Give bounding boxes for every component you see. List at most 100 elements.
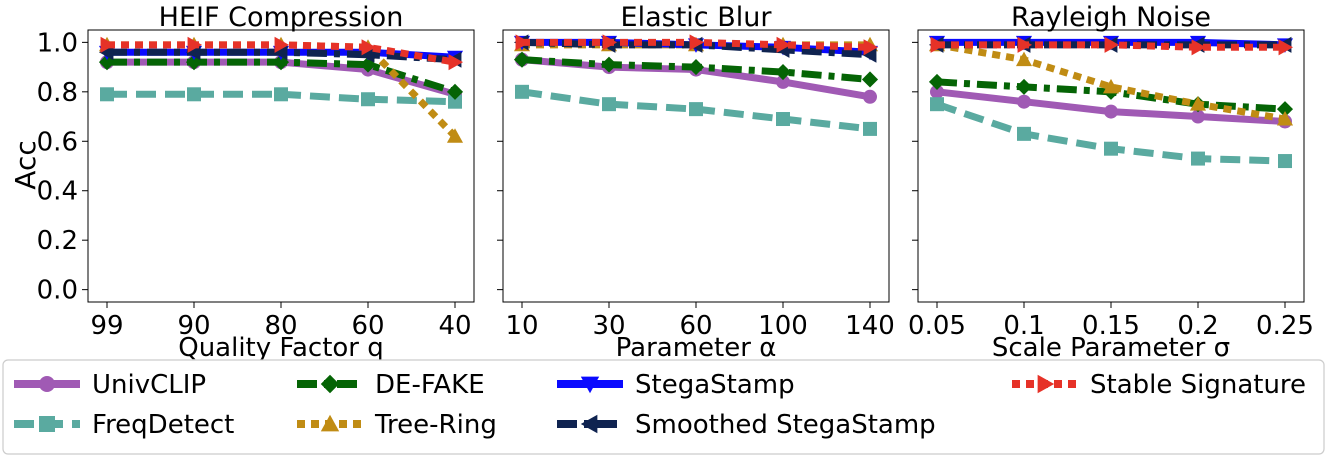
legend-item-smoothed-stegastamp: Smoothed StegaStamp [557, 410, 936, 440]
panel-rayleigh-noise: Rayleigh Noise 0.05 0.1 0.15 0.2 0.25 Scale Pa… [908, 2, 1314, 363]
legend-marker [580, 414, 598, 434]
data-point [1191, 151, 1205, 166]
x-axis-label: Parameter α [616, 333, 777, 363]
data-point [513, 51, 531, 68]
series-freqdetect [930, 97, 1292, 169]
legend-item-de-fake: DE-FAKE [297, 370, 485, 400]
x-tick-label: 140 [845, 311, 895, 341]
data-point [446, 83, 464, 100]
legend-label: Stable Signature [1090, 370, 1306, 400]
data-point [930, 36, 946, 53]
legend-label: FreqDetect [92, 410, 234, 440]
y-axis-label: Acc [9, 140, 42, 189]
panel-heif-compression: HEIF Compression 0.0 0.2 0.4 0.6 0.8 1.0 99 90 80… [37, 2, 475, 363]
series-line [936, 41, 1286, 123]
data-point [1278, 154, 1292, 169]
data-point [687, 59, 705, 76]
panel-title: HEIF Compression [159, 2, 404, 33]
x-tick-label: 0.15 [1082, 311, 1140, 341]
legend-marker [39, 376, 55, 392]
chart-panels: HEIF Compression 0.0 0.2 0.4 0.6 0.8 1.0 99 90 80… [37, 2, 1314, 363]
legend-item-tree-ring: Tree-Ring [297, 410, 497, 440]
legend-marker [320, 374, 340, 394]
data-point [1104, 36, 1120, 53]
y-tick-label: 0.8 [37, 78, 78, 108]
plot-area [87, 29, 475, 303]
data-point [515, 34, 531, 51]
legend-label: Tree-Ring [374, 410, 497, 440]
data-point [774, 63, 792, 81]
data-point [861, 46, 877, 63]
legend-item-stegastamp: StegaStamp [557, 370, 795, 400]
data-point [930, 84, 944, 99]
data-point [776, 74, 790, 89]
x-tick-label: 30 [592, 311, 625, 341]
data-point [602, 97, 616, 112]
legend: UnivCLIP DE-FAKE StegaStamp Stable Signatur… [2, 359, 1325, 455]
data-point [187, 36, 203, 53]
y-tick-label: 0.2 [37, 226, 78, 256]
series-stable-signature [515, 34, 879, 56]
data-point [448, 94, 462, 109]
data-point [515, 84, 529, 99]
data-point [930, 97, 944, 112]
panel-title: Elastic Blur [621, 2, 773, 33]
series-de-fake [513, 51, 879, 88]
y-tick-label: 0.0 [37, 276, 78, 306]
data-point [863, 121, 877, 136]
legend-marker [580, 376, 600, 394]
data-point [928, 73, 946, 90]
legend-items: UnivCLIP DE-FAKE StegaStamp Stable Signatur… [14, 370, 1306, 440]
series-stable-signature [100, 36, 464, 71]
x-tick-label: 40 [438, 311, 471, 341]
legend-label: Smoothed StegaStamp [635, 410, 936, 440]
panel-elastic-blur: Elastic Blur 10 30 60 100 140 Parameter α [497, 2, 895, 363]
x-tick-label: 0.05 [908, 311, 966, 341]
data-point [274, 87, 288, 102]
x-tick-label: 0.25 [1256, 311, 1314, 341]
plot-area [917, 29, 1305, 303]
panel-title: Rayleigh Noise [1011, 2, 1211, 33]
data-point [274, 36, 290, 53]
x-axis-label: Scale Parameter σ [992, 333, 1230, 363]
data-point [1015, 78, 1033, 95]
data-point [1017, 126, 1031, 141]
legend-item-stable-signature: Stable Signature [1012, 370, 1306, 400]
data-point [446, 128, 464, 143]
data-point [861, 71, 879, 88]
data-point [187, 87, 201, 102]
legend-item-freqdetect: FreqDetect [14, 410, 234, 440]
data-point [361, 92, 375, 107]
x-tick-label: 0.2 [1177, 311, 1218, 341]
data-point [863, 89, 877, 104]
data-point [1189, 96, 1207, 111]
x-tick-label: 60 [679, 311, 712, 341]
data-point [272, 44, 288, 61]
y-tick-label: 0.4 [37, 177, 78, 207]
x-tick-label: 0.1 [1003, 311, 1044, 341]
legend-marker [1037, 374, 1055, 394]
data-point [1276, 101, 1294, 118]
data-point [1104, 141, 1118, 156]
data-point [100, 87, 114, 102]
legend-label: UnivCLIP [92, 370, 206, 400]
data-point [689, 102, 703, 117]
x-tick-label: 100 [758, 311, 808, 341]
series-freqdetect [100, 87, 462, 109]
series-freqdetect [515, 84, 877, 136]
data-point [776, 112, 790, 127]
data-point [602, 34, 618, 51]
x-tick-label: 90 [177, 311, 210, 341]
data-point [1191, 39, 1207, 56]
data-point [1104, 104, 1118, 119]
series-stable-signature [930, 36, 1294, 56]
data-point [361, 39, 377, 56]
x-tick-label: 80 [264, 311, 297, 341]
y-tick-label: 1.0 [37, 28, 78, 58]
y-tick-label: 0.6 [37, 127, 78, 157]
data-point [689, 34, 705, 51]
legend-label: DE-FAKE [375, 370, 485, 400]
data-point [1017, 36, 1033, 53]
data-point [1017, 94, 1031, 109]
